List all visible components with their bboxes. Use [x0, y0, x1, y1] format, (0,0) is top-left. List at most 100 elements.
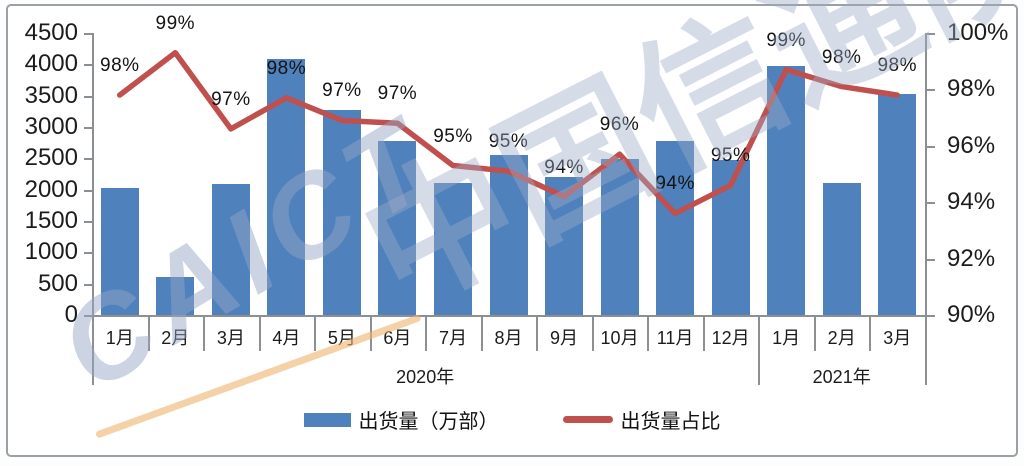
bar-3月-14 — [878, 93, 917, 315]
y-axis-left-tick-label: 0 — [64, 301, 78, 328]
x-axis-month-separator — [536, 317, 539, 351]
y-axis-right-tick — [927, 89, 935, 92]
legend-item-shipments: 出货量（万部） — [303, 405, 499, 434]
bar-6月-5 — [378, 141, 417, 315]
y-axis-right-tick — [927, 202, 935, 205]
x-axis-month-separator — [425, 317, 428, 351]
line-point-label-3月-14: 98% — [877, 55, 917, 77]
legend-bar-swatch — [303, 412, 351, 427]
x-axis-month-label: 6月 — [383, 328, 412, 348]
x-axis-month-separator — [147, 317, 150, 351]
x-axis-month-label: 2月 — [161, 328, 190, 348]
x-axis-month-separator — [647, 317, 650, 351]
x-axis-month-label: 5月 — [327, 328, 356, 348]
bar-2月-1 — [156, 277, 195, 315]
y-axis-right-tick-label: 98% — [947, 75, 996, 103]
bar-3月-2 — [211, 184, 250, 315]
line-point-label-2月-1: 99% — [155, 12, 196, 34]
y-axis-right-tick-label: 96% — [947, 131, 996, 159]
x-axis-month-label: 1月 — [772, 328, 801, 348]
y-axis-left-tick — [84, 64, 92, 67]
y-axis-left-tick — [84, 158, 92, 161]
x-axis-year-label: 2020年 — [396, 367, 455, 387]
line-point-label-8月-7: 95% — [488, 131, 529, 153]
x-axis-month-label: 3月 — [216, 328, 245, 348]
y-axis-left-tick — [84, 33, 92, 35]
y-axis-left-tick — [84, 189, 92, 192]
y-axis-right-tick-label: 90% — [947, 301, 996, 328]
bar-5月-4 — [322, 110, 361, 315]
x-axis-month-label: 2月 — [827, 328, 856, 348]
x-axis-month-separator — [314, 317, 317, 351]
line-point-label-4月-3: 98% — [266, 57, 307, 79]
y-axis-left-tick — [84, 127, 92, 129]
x-axis-year-separator — [925, 317, 927, 385]
y-axis-right-tick-label: 92% — [947, 244, 996, 272]
y-axis-left-tick-label: 4500 — [24, 19, 78, 46]
legend-item-share: 出货量占比 — [562, 405, 721, 434]
line-point-label-7月-6: 95% — [433, 125, 473, 147]
y-axis-left-tick-label: 2500 — [24, 144, 78, 172]
y-axis-left-tick-label: 3500 — [24, 81, 78, 109]
line-point-label-11月-10: 94% — [655, 173, 695, 195]
bar-1月-12 — [767, 66, 806, 315]
x-axis-month-label: 3月 — [883, 328, 912, 348]
x-axis-month-label: 7月 — [438, 328, 467, 348]
x-axis-line — [92, 315, 927, 317]
line-point-label-5月-4: 97% — [322, 80, 362, 102]
legend-bar-label: 出货量（万部） — [358, 411, 499, 433]
line-point-label-3月-2: 97% — [211, 88, 251, 110]
x-axis-month-separator — [813, 317, 816, 351]
line-point-label-1月-12: 99% — [766, 29, 806, 51]
y-axis-left-tick — [84, 315, 92, 317]
bar-2月-13 — [822, 182, 861, 315]
y-axis-left-tick — [84, 221, 92, 223]
x-axis-month-separator — [258, 317, 261, 351]
line-point-label-9月-8: 94% — [544, 156, 584, 178]
y-axis-right-tick-label: 100% — [947, 19, 1009, 46]
y-axis-left-line — [92, 33, 94, 315]
y-axis-right-tick — [927, 258, 935, 261]
y-axis-right-tick — [927, 145, 935, 148]
x-axis-month-label: 4月 — [272, 328, 301, 348]
bar-8月-7 — [489, 155, 528, 315]
legend-line-label: 出货量占比 — [620, 411, 721, 433]
line-point-label-10月-9: 96% — [599, 114, 640, 136]
x-axis-month-separator — [203, 317, 206, 351]
y-axis-right-tick-label: 94% — [947, 188, 996, 216]
x-axis-month-separator — [591, 317, 594, 351]
y-axis-left-tick-label: 1500 — [24, 207, 78, 234]
line-point-label-6月-5: 97% — [377, 83, 418, 105]
y-axis-right-tick — [927, 33, 935, 35]
x-axis-month-label: 10月 — [600, 328, 639, 348]
y-axis-left-tick-label: 500 — [37, 269, 78, 297]
bar-4月-3 — [267, 58, 306, 315]
y-axis-left-tick — [84, 95, 92, 98]
y-axis-left-tick-label: 2000 — [24, 175, 78, 203]
x-axis-month-separator — [369, 317, 372, 351]
x-axis-year-separator — [92, 317, 94, 385]
line-point-label-1月-0: 98% — [100, 55, 140, 77]
y-axis-right-tick — [927, 315, 935, 317]
bar-12月-11 — [711, 159, 750, 315]
x-axis-month-label: 12月 — [711, 328, 750, 348]
x-axis-year-label: 2021年 — [812, 367, 871, 387]
line-point-label-12月-11: 95% — [710, 145, 751, 167]
y-axis-left-tick-label: 4000 — [24, 50, 78, 78]
x-axis-month-separator — [702, 317, 705, 351]
x-axis-month-label: 1月 — [105, 328, 134, 348]
x-axis-month-separator — [480, 317, 483, 351]
bar-10月-9 — [600, 158, 639, 315]
y-axis-left-tick — [84, 252, 92, 255]
bar-9月-8 — [545, 177, 584, 315]
y-axis-left-tick — [84, 283, 92, 286]
line-point-label-2月-13: 98% — [821, 46, 862, 68]
x-axis-month-label: 9月 — [550, 328, 579, 348]
y-axis-right-line — [925, 33, 927, 315]
y-axis-left-tick-label: 1000 — [24, 238, 78, 266]
bar-1月-0 — [100, 187, 139, 315]
x-axis-month-label: 8月 — [494, 328, 523, 348]
x-axis-month-label: 11月 — [656, 328, 694, 348]
legend-line-swatch — [562, 416, 613, 423]
